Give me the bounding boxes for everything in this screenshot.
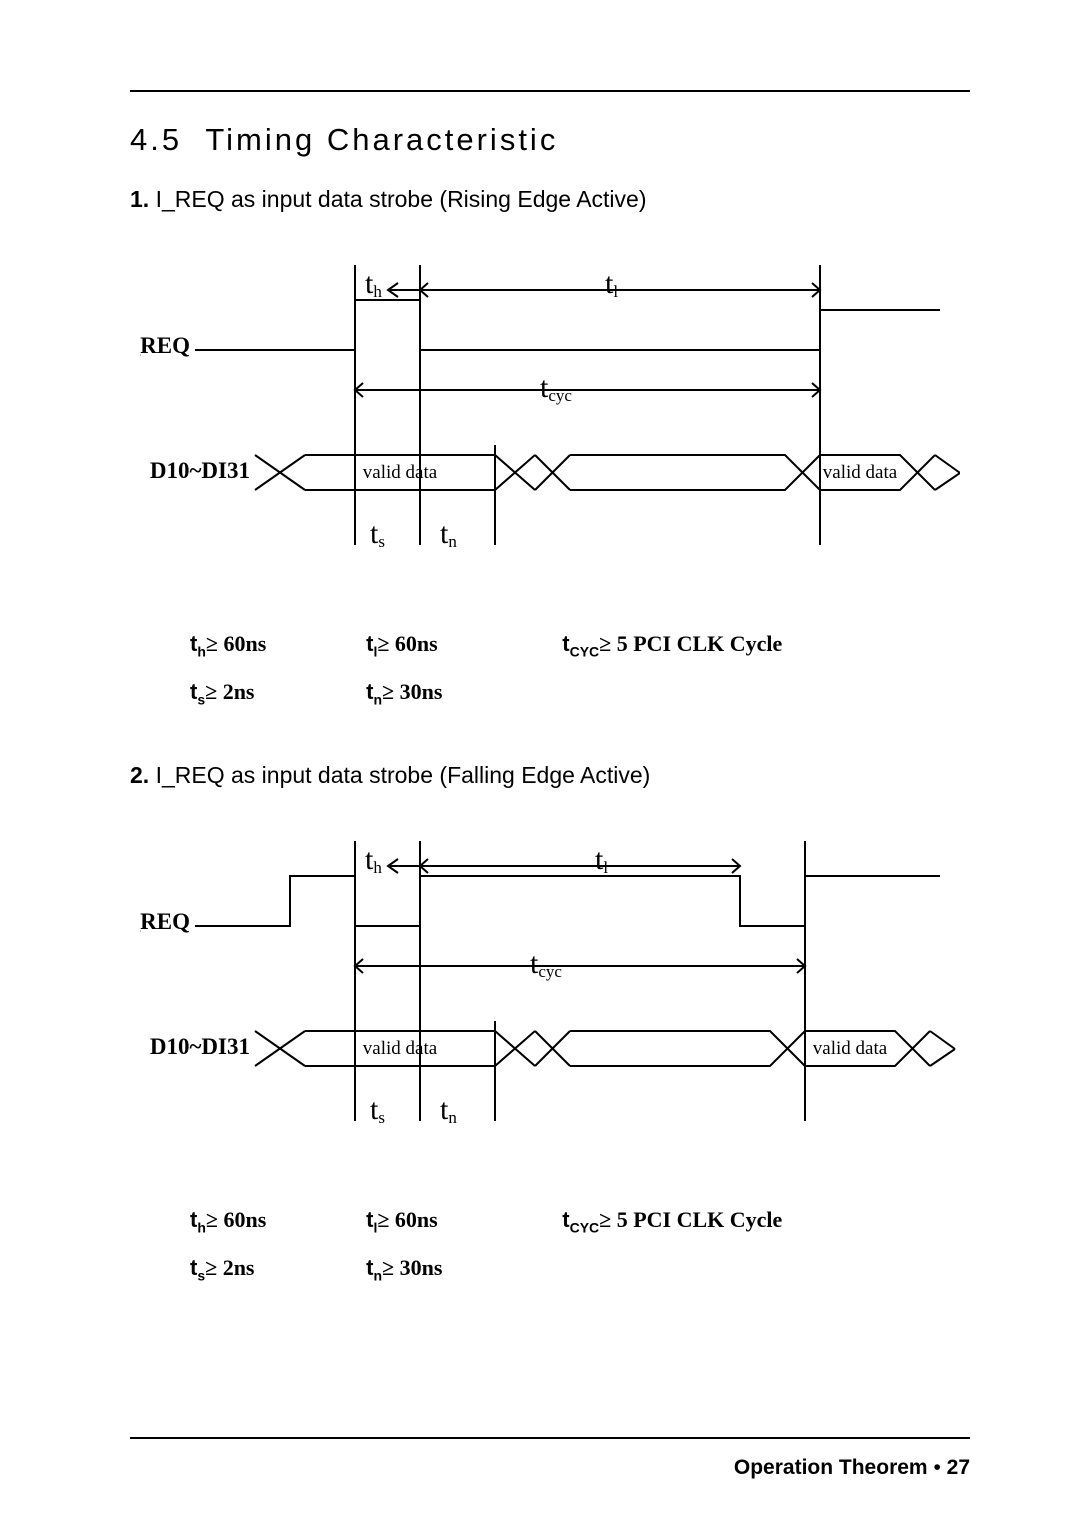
subitem-1: 1. I_REQ as input data strobe (Rising Ed… bbox=[130, 186, 970, 213]
d1-tl: tl bbox=[605, 267, 618, 301]
subitem-2-text: I_REQ as input data strobe (Falling Edge… bbox=[156, 762, 651, 788]
subitem-2-num: 2. bbox=[130, 762, 149, 788]
d2-data-label: D10~DI31 bbox=[150, 1034, 250, 1059]
d2-ts: ts bbox=[370, 1093, 385, 1127]
page-footer: Operation Theorem • 27 bbox=[734, 1456, 970, 1480]
d1-tcyc: tcyc bbox=[540, 371, 572, 405]
d2-tcyc: tcyc bbox=[530, 947, 562, 981]
d1-tn: tn bbox=[440, 517, 457, 551]
d1-th: th bbox=[365, 267, 382, 301]
timing-diagram-2: IN_R I_REQ D10~DI31 valid data valid dat… bbox=[140, 811, 960, 1171]
d1-signal-label: IN_ I_REQ bbox=[140, 333, 190, 358]
d2-tl: tl bbox=[595, 843, 608, 877]
d2-tn: tn bbox=[440, 1093, 457, 1127]
top-rule bbox=[130, 90, 970, 92]
subitem-2: 2. I_REQ as input data strobe (Falling E… bbox=[130, 762, 970, 789]
timing-specs-2: th ≥ 60ns tl ≥ 60ns tCYC ≥ 5 PCI CLK Cyc… bbox=[190, 1196, 970, 1293]
footer-label: Operation Theorem bbox=[734, 1456, 928, 1479]
d1-validdata-2: valid data bbox=[823, 462, 898, 483]
subitem-1-text: I_REQ as input data strobe (Rising Edge … bbox=[156, 186, 647, 212]
timing-specs-1: th ≥ 60ns tl ≥ 60ns tCYC ≥ 5 PCI CLK Cyc… bbox=[190, 620, 970, 717]
d2-validdata-1: valid data bbox=[363, 1038, 438, 1059]
section-title: Timing Characteristic bbox=[205, 122, 558, 157]
bottom-rule bbox=[130, 1437, 970, 1439]
d2-th: th bbox=[365, 843, 382, 877]
timing-diagram-1: IN_ I_REQ D10~DI31 valid data valid data… bbox=[140, 235, 960, 595]
footer-page: 27 bbox=[947, 1456, 970, 1479]
section-heading: 4.5 Timing Characteristic bbox=[130, 122, 970, 158]
d2-validdata-2: valid data bbox=[813, 1038, 888, 1059]
d2-signal-label: IN_R I_REQ bbox=[140, 909, 190, 934]
section-number: 4.5 bbox=[130, 122, 182, 157]
subitem-1-num: 1. bbox=[130, 186, 149, 212]
d1-ts: ts bbox=[370, 517, 385, 551]
d1-validdata-1: valid data bbox=[363, 462, 438, 483]
d1-data-label: D10~DI31 bbox=[150, 458, 250, 483]
footer-bullet: • bbox=[933, 1456, 940, 1479]
